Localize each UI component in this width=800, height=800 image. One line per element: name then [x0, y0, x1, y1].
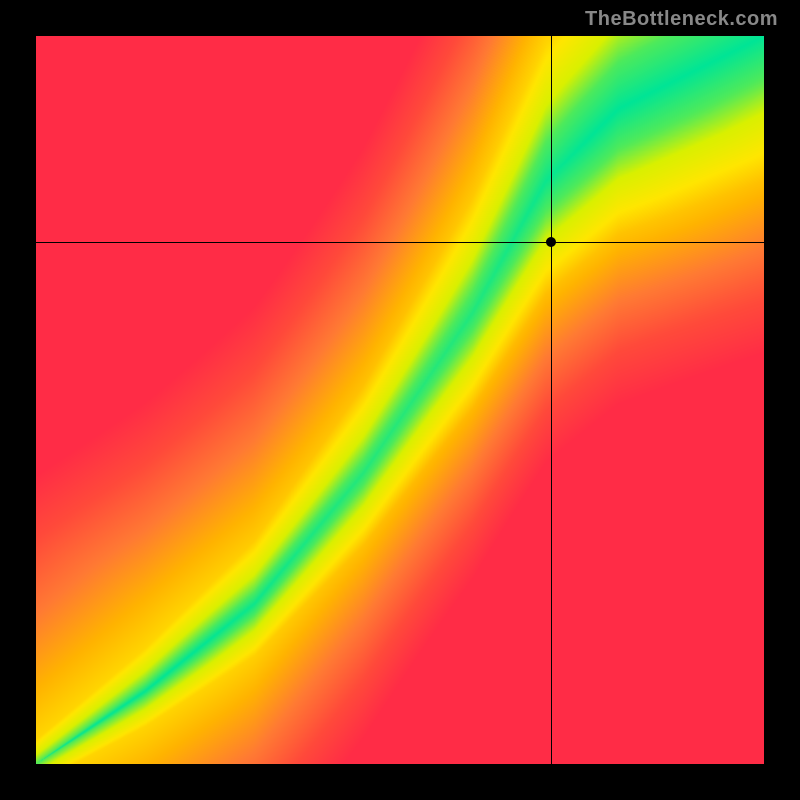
crosshair-vertical — [551, 36, 552, 764]
crosshair-marker — [546, 237, 556, 247]
watermark-text: TheBottleneck.com — [585, 8, 778, 31]
crosshair-horizontal — [36, 242, 764, 243]
heatmap-canvas — [36, 36, 764, 764]
bottleneck-heatmap — [36, 36, 764, 764]
